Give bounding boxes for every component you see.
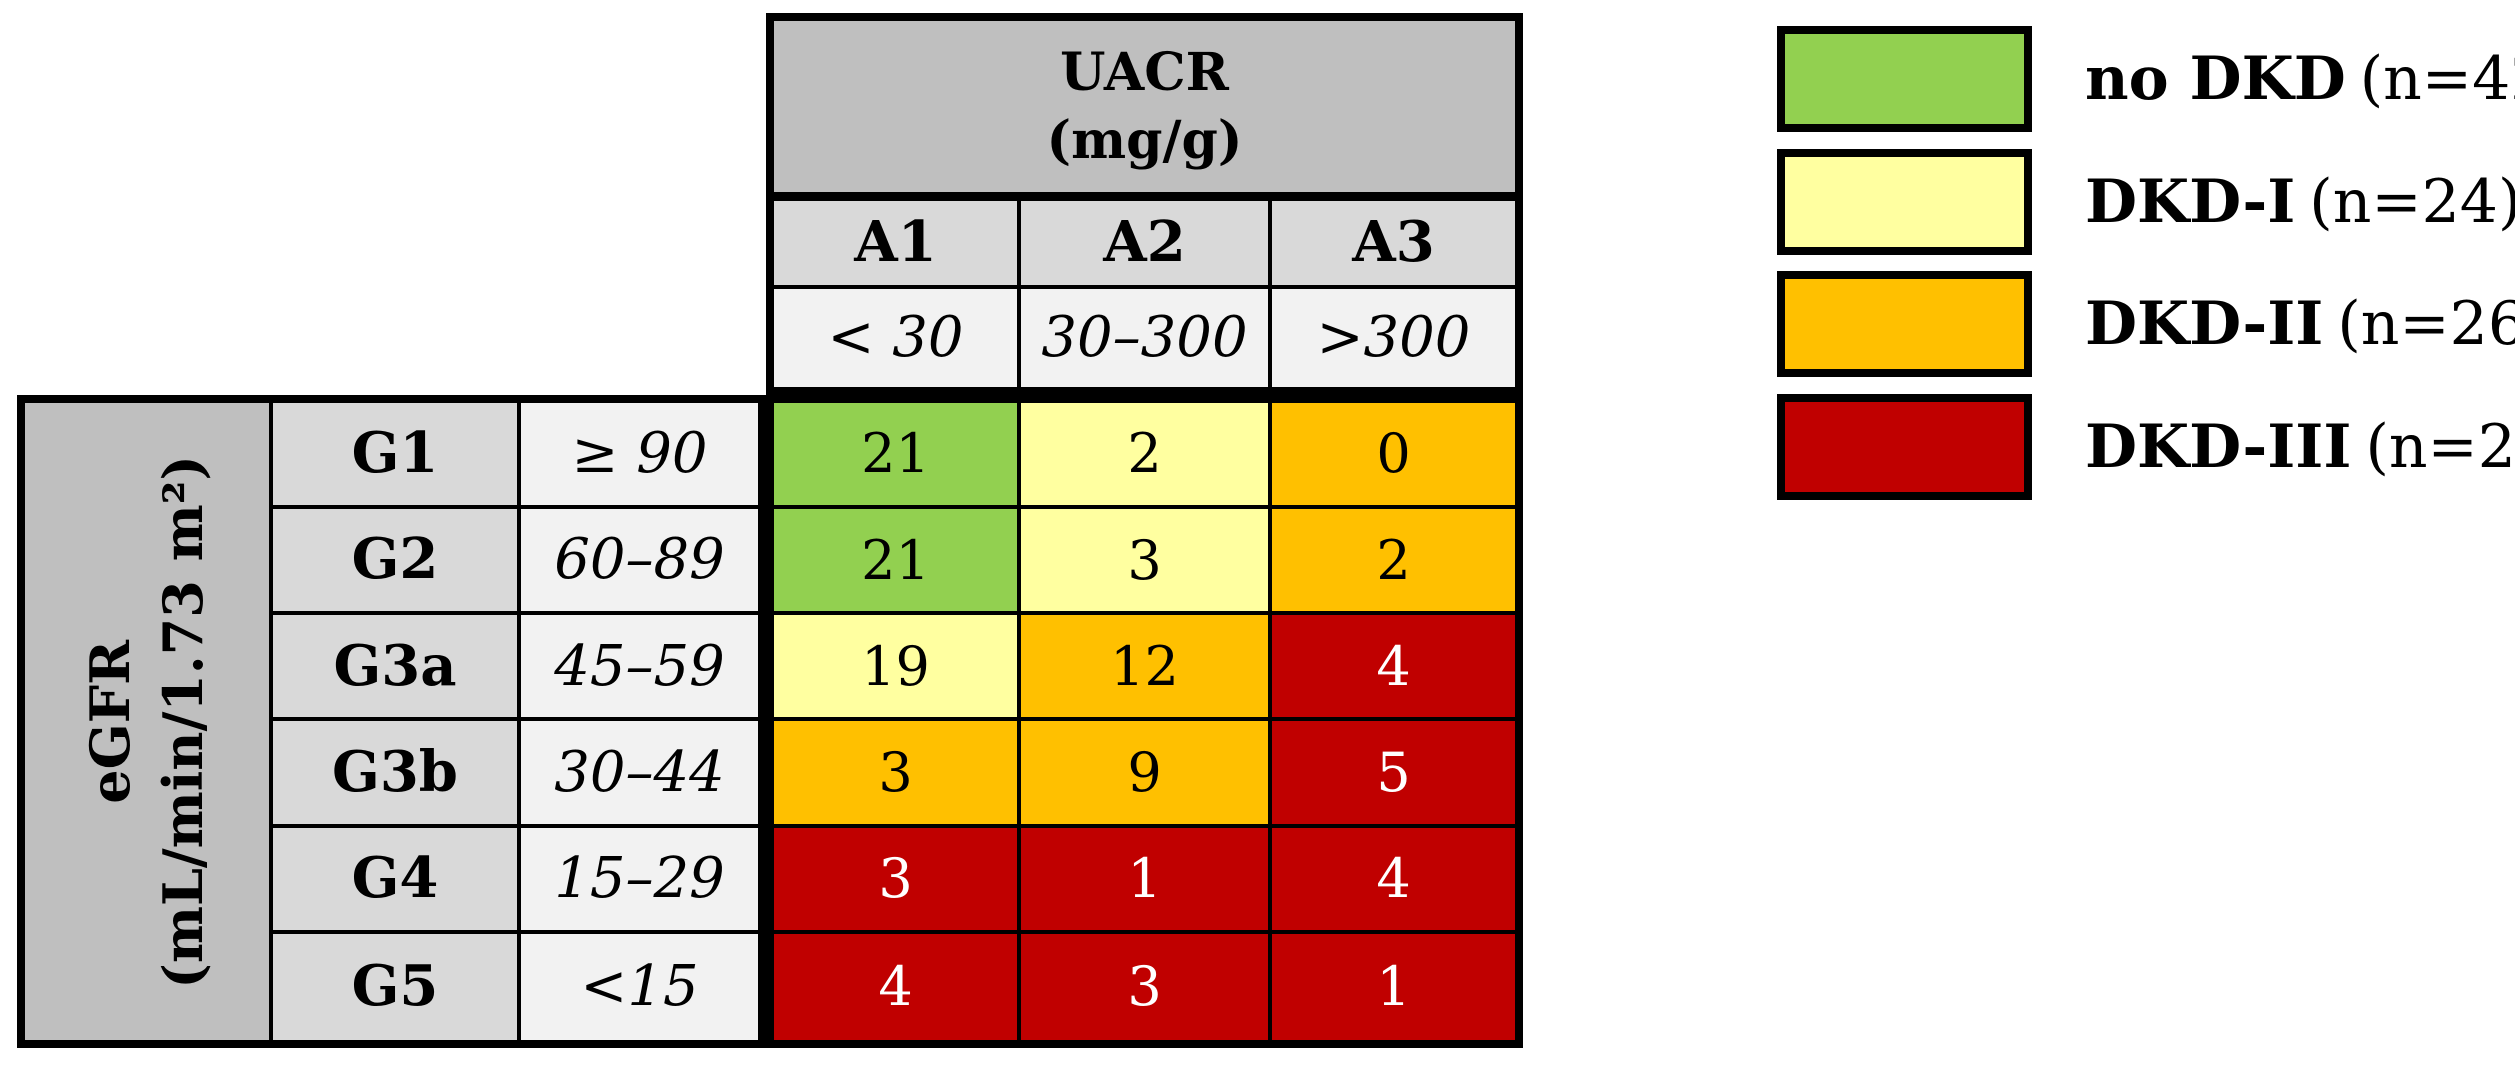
egfr-rotated-label: eGFR (mL/min/1.73 m²) <box>74 455 220 989</box>
legend-text-dkd-2: DKD-II(n=26) <box>2085 289 2515 359</box>
gfr-category-g3a: G3a <box>273 615 521 722</box>
legend-label: DKD-III <box>2085 412 2352 482</box>
count-cell-g5-a2: 3 <box>1021 933 1272 1040</box>
gfr-category-g1: G1 <box>273 403 521 510</box>
egfr-axis-title: eGFR (mL/min/1.73 m²) <box>25 403 273 1040</box>
count-matrix: 21 2 0 21 3 2 19 12 4 3 9 5 3 1 4 4 3 1 <box>766 395 1523 1048</box>
legend-item-dkd-1: DKD-I (n=24) <box>1777 149 2515 255</box>
count-cell-g3a-a3: 4 <box>1272 615 1515 722</box>
count-cell-g1-a2: 2 <box>1021 403 1272 510</box>
legend-label: no DKD <box>2085 44 2346 114</box>
legend-swatch-dkd-3 <box>1777 394 2032 500</box>
count-cell-g3a-a1: 19 <box>774 615 1021 722</box>
count-cell-g5-a1: 4 <box>774 933 1021 1040</box>
albuminuria-category-a3: A3 <box>1272 201 1515 289</box>
albuminuria-range-a3: >300 <box>1272 289 1515 387</box>
legend-label: DKD-II <box>2085 289 2324 359</box>
uacr-header-block: UACR (mg/g) A1 A2 A3 < 30 30–300 >300 <box>766 13 1523 395</box>
uacr-unit-text: (mg/g) <box>1046 109 1243 171</box>
count-cell-g3a-a2: 12 <box>1021 615 1272 722</box>
gfr-range-g1: ≥ 90 <box>521 403 758 510</box>
albuminuria-range-a2: 30–300 <box>1021 289 1272 387</box>
gfr-range-g4: 15–29 <box>521 827 758 934</box>
count-cell-g1-a3: 0 <box>1272 403 1515 510</box>
legend-count: (n=42) <box>2359 44 2515 114</box>
legend-swatch-dkd-1 <box>1777 149 2032 255</box>
gfr-range-g2: 60–89 <box>521 509 758 616</box>
count-cell-g3b-a2: 9 <box>1021 721 1272 828</box>
legend-swatch-no-dkd <box>1777 26 2032 132</box>
albuminuria-category-a1: A1 <box>774 201 1021 289</box>
count-cell-g4-a3: 4 <box>1272 827 1515 934</box>
count-cell-g3b-a1: 3 <box>774 721 1021 828</box>
legend-item-no-dkd: no DKD(n=42) <box>1777 26 2515 132</box>
count-cell-g4-a1: 3 <box>774 827 1021 934</box>
legend-item-dkd-3: DKD-III(n=25) <box>1777 394 2515 500</box>
legend-count: (n=26) <box>2337 289 2515 359</box>
uacr-title-text: UACR <box>1060 41 1229 103</box>
legend-swatch-dkd-2 <box>1777 271 2032 377</box>
albuminuria-category-a2: A2 <box>1021 201 1272 289</box>
egfr-header-block: eGFR (mL/min/1.73 m²) G1 ≥ 90 G2 60–89 G… <box>17 395 766 1048</box>
count-cell-g3b-a3: 5 <box>1272 721 1515 828</box>
egfr-title-text: eGFR <box>78 639 143 804</box>
legend-item-dkd-2: DKD-II(n=26) <box>1777 271 2515 377</box>
count-cell-g2-a2: 3 <box>1021 509 1272 616</box>
uacr-axis-title: UACR (mg/g) <box>774 21 1515 201</box>
count-cell-g5-a3: 1 <box>1272 933 1515 1040</box>
gfr-category-g4: G4 <box>273 827 521 934</box>
gfr-category-g2: G2 <box>273 509 521 616</box>
albuminuria-range-a1: < 30 <box>774 289 1021 387</box>
legend-text-dkd-1: DKD-I (n=24) <box>2085 167 2515 237</box>
gfr-category-g5: G5 <box>273 933 521 1040</box>
legend-text-dkd-3: DKD-III(n=25) <box>2085 412 2515 482</box>
count-cell-g4-a2: 1 <box>1021 827 1272 934</box>
gfr-category-g3b: G3b <box>273 721 521 828</box>
gfr-range-g5: <15 <box>521 933 758 1040</box>
legend-count: (n=24) <box>2309 167 2515 237</box>
count-cell-g2-a1: 21 <box>774 509 1021 616</box>
legend-count: (n=25) <box>2365 412 2515 482</box>
gfr-range-g3a: 45–59 <box>521 615 758 722</box>
legend-label: DKD-I <box>2085 167 2296 237</box>
count-cell-g2-a3: 2 <box>1272 509 1515 616</box>
gfr-range-g3b: 30–44 <box>521 721 758 828</box>
legend-text-no-dkd: no DKD(n=42) <box>2085 44 2515 114</box>
egfr-unit-text: (mL/min/1.73 m²) <box>151 454 216 989</box>
count-cell-g1-a1: 21 <box>774 403 1021 510</box>
